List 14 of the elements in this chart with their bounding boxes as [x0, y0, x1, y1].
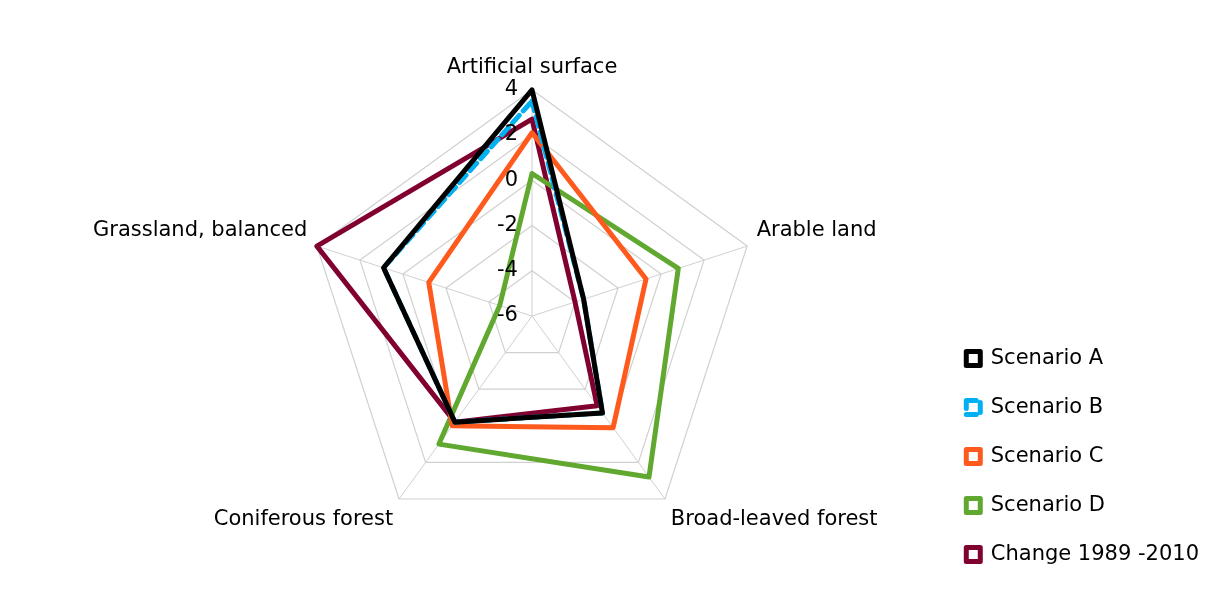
- legend-label: Scenario B: [990, 393, 1104, 418]
- legend-label: Scenario D: [990, 491, 1105, 516]
- spoke-label: Broad-leaved forest: [670, 506, 878, 531]
- y-tick-label: -2: [497, 211, 518, 236]
- legend-label: Scenario A: [990, 344, 1104, 369]
- spoke-label: Arable land: [756, 216, 877, 241]
- spoke-label: Artificial surface: [446, 53, 618, 78]
- legend-label: Change 1989 -2010: [990, 540, 1199, 565]
- y-tick-label: -6: [497, 302, 518, 327]
- spoke-label: Coniferous forest: [213, 506, 394, 531]
- legend-label: Scenario C: [990, 442, 1104, 467]
- y-tick-label: 0: [504, 166, 518, 191]
- y-tick-label: 4: [504, 76, 518, 101]
- spoke-label: Grassland, balanced: [93, 216, 308, 241]
